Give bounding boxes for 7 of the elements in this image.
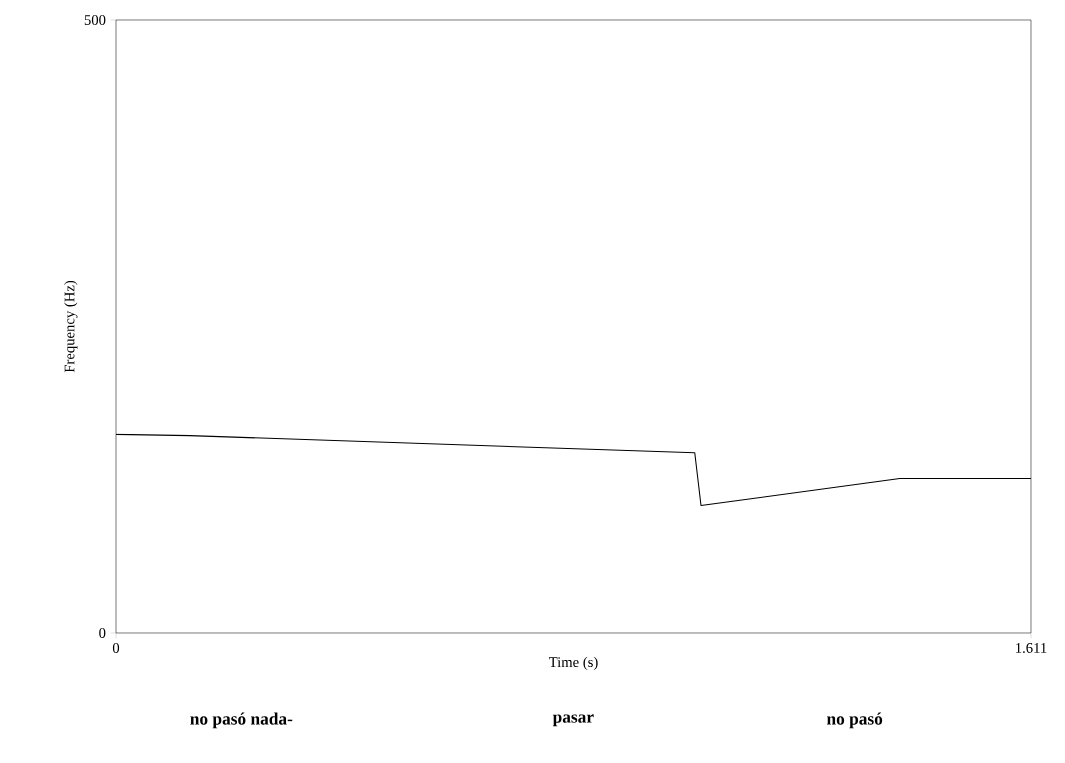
- text: no pasó: [826, 712, 883, 729]
- y-tick-label: 500: [84, 15, 106, 25]
- x-axis-title: Time (s): [548, 656, 598, 671]
- text: pasar: [552, 714, 594, 727]
- text: no pasó nada-: [190, 712, 293, 729]
- y-axis-title: Frequency (Hz): [64, 280, 78, 373]
- x-tick-label: 1.611: [1016, 643, 1047, 653]
